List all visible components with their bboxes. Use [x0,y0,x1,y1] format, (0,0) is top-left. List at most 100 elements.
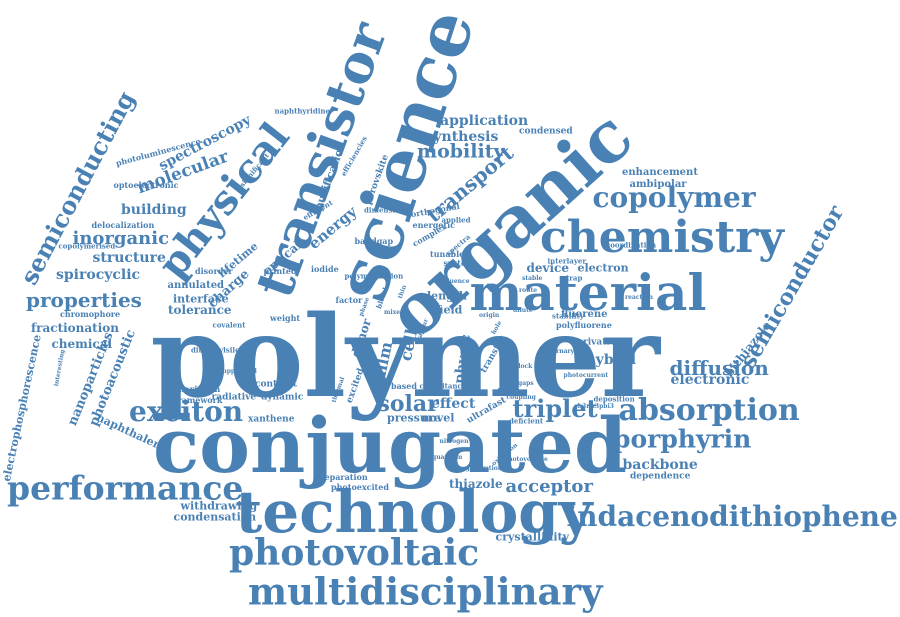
word-inorganic: inorganic [72,228,170,249]
word-synthesis: synthesis [425,129,499,145]
word-electron: electron [577,261,629,275]
word-iodide: iodide [311,264,339,274]
word-covalent: covalent [212,320,246,330]
word-material: material [469,263,707,322]
word-printed: printed [263,266,297,276]
word-weight: weight [270,313,301,323]
word-applied: applied [441,215,471,225]
word-mobility: mobility [417,140,505,163]
word-backbone: backbone [622,457,698,473]
word-pressure: pressure [387,411,441,425]
word-novel: novel [421,411,455,425]
word-building: building [121,202,187,218]
word-multidisciplinary: multidisciplinary [248,569,603,614]
word-tolerance: tolerance [168,303,232,317]
word-hybrid: hybrid [585,352,637,368]
word-interlayer: interlayer [547,256,587,266]
word-spirocyclic: spirocyclic [56,267,141,283]
word-capacitance: capacitance [419,381,467,391]
word-quantum: quantum [432,454,463,461]
word-xanthene: xanthene [248,414,295,425]
word-separation: separation [320,472,368,482]
word-polymer: polymer [150,292,660,423]
word-chemical: chemical [51,337,113,351]
word-radiative: radiative [211,392,257,403]
word-photovoltage: photovoltage [504,456,548,463]
word-condensation: condensation [173,510,257,524]
word-indacenodithiophene: indacenodithiophene [566,500,898,533]
word-stability: stability [552,311,584,321]
word-mixed: mixed [384,309,405,316]
word-derivative: derivative [571,337,621,348]
word-annulated: annulated [167,280,225,291]
word-system: system [443,258,475,268]
word-performance: performance [7,468,244,508]
word-polyfluorene: polyfluorene [556,320,612,330]
word-framework: framework [174,395,223,405]
word-dynamic: dynamic [261,392,304,403]
word-dependence: dependence [630,471,691,482]
word-chromophore: chromophore [60,309,121,319]
word-crystallinity: crystallinity [495,530,569,544]
word-porphyrin: porphyrin [613,424,752,454]
word-bandgap: bandgap [354,236,394,246]
word-optoelectronic: optoelectronic [113,180,179,190]
word-dimensional: dimensional [364,205,413,215]
word-gaps: gaps [518,380,534,387]
word-acceptor: acceptor [505,476,593,497]
word-technology: technology [235,478,593,546]
word-deposition: deposition [593,394,635,404]
word-field: field [435,303,463,317]
word-exciton: exciton [129,395,244,428]
word-effect: effect [431,396,476,412]
word-electrophosphorescence: electrophosphorescence [0,333,44,483]
word-withdrawing: withdrawing [180,499,258,513]
word-reaction: reaction [625,294,653,301]
word-block: block [514,363,533,370]
word-solar: solar [377,391,439,417]
word-properties: properties [26,288,142,312]
word-condensed: condensed [519,126,573,137]
word-maximum: maximum [176,384,221,394]
word-energetic: energetic [412,220,456,230]
word-thiazole: thiazole [449,477,503,491]
word-disorder: disorder [195,266,233,276]
word-interface: interface [173,292,229,306]
word-copolymer: copolymer [592,181,756,214]
word-deficient: deficient [509,416,544,426]
word-contrast: contrast [255,379,297,390]
word-route: route [519,287,538,294]
word-nitrogen: nitrogen [439,438,469,445]
word-ternary: ternary [549,348,575,355]
word-delocalization: delocalization [91,220,155,230]
word-fractionation: fractionation [31,321,120,335]
word-absorption: absorption [618,393,800,428]
word-chemistry: chemistry [540,212,784,263]
word-diffusion: diffusion [669,356,769,380]
word-coupling: coupling [506,394,536,401]
word-triplet: triplet [512,394,598,423]
word-suppressed: suppressed [219,368,257,375]
word-generation: generation [465,465,503,472]
word-conjugated: conjugated [153,401,627,490]
word-electronic: electronic [670,372,750,388]
word-dithienylsilole: dithienylsilole [191,345,247,355]
word-origin: origin [479,312,500,319]
word-photovoltaic: photovoltaic [229,532,480,574]
word-dilute: dilute [513,307,533,314]
word-trap: trap [566,273,583,283]
word-application: application [440,113,529,129]
word-device: device [526,261,570,275]
word-ch3nh3pbi3: ch3nh3pbi3 [574,403,614,410]
word-factor: factor [335,295,363,305]
word-fluorene: fluorene [561,309,608,320]
word-structure: structure [92,250,166,266]
word-enhancement: enhancement [622,167,698,178]
word-naphthyridine: naphthyridine [274,106,330,116]
word-copolymerised: copolymerised [58,241,116,251]
word-interesting: interesting [52,348,67,387]
word-polymerization: polymerization [344,271,404,281]
word-coordination: coordination [606,240,657,250]
word-photocurrent: photocurrent [563,372,609,379]
